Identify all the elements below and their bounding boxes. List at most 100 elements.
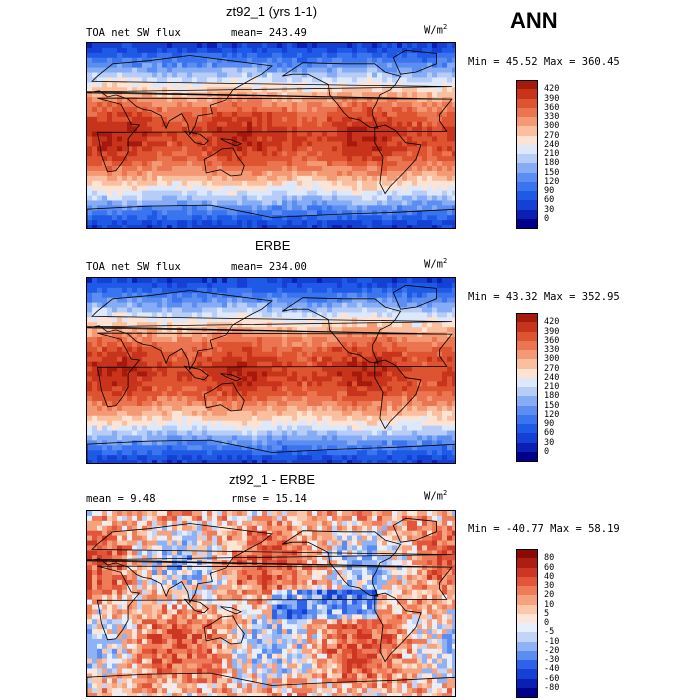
map-cell: [207, 391, 213, 397]
map-cell: [352, 341, 358, 348]
map-cell: [107, 292, 113, 299]
map-cell: [167, 356, 173, 363]
map-cell: [232, 381, 238, 387]
map-cell: [437, 278, 443, 284]
map-cell: [302, 287, 308, 294]
map-cell: [232, 57, 238, 64]
map-cell: [367, 185, 373, 192]
map-cell: [152, 337, 158, 343]
map-cell: [182, 278, 188, 284]
map-cell: [422, 401, 428, 407]
map-cell: [107, 346, 113, 353]
map-cell: [152, 210, 158, 216]
map-cell: [422, 215, 428, 221]
map-cell: [312, 72, 318, 79]
map-cell: [182, 67, 188, 74]
map-cell: [367, 43, 373, 49]
map-cell: [152, 52, 158, 59]
map-cell: [142, 312, 148, 318]
map-cell: [447, 210, 453, 216]
map-cell: [357, 77, 363, 83]
map-cell: [452, 341, 455, 348]
map-cell: [112, 215, 118, 221]
map-cell: [287, 225, 293, 228]
map-cell: [357, 87, 363, 93]
map-cell: [167, 210, 173, 216]
map-cell: [277, 297, 283, 304]
map-cell: [127, 307, 133, 314]
map-cell: [252, 43, 258, 49]
map-cell: [207, 82, 213, 88]
map-cell: [432, 410, 438, 417]
map-cell: [242, 111, 248, 118]
map-cell: [222, 126, 228, 133]
map-cell: [412, 215, 418, 221]
map-cell: [207, 282, 213, 289]
map-cell: [442, 351, 448, 358]
map-cell: [122, 185, 128, 192]
map-cell: [122, 287, 128, 294]
map-cell: [377, 126, 383, 133]
map-cell: [337, 302, 343, 309]
map-cell: [242, 346, 248, 353]
map-cell: [132, 170, 138, 177]
map-cell: [377, 131, 383, 138]
map-cell: [162, 161, 168, 167]
map-cell: [427, 366, 433, 373]
map-cell: [117, 376, 123, 382]
map-cell: [317, 386, 323, 392]
map-cell: [207, 47, 213, 54]
map-cell: [157, 282, 163, 289]
map-cell: [152, 97, 158, 103]
map-cell: [432, 121, 438, 128]
map-cell: [257, 415, 263, 422]
map-cell: [357, 195, 363, 202]
map-cell: [407, 351, 413, 358]
map-cell: [342, 47, 348, 54]
map-cell: [452, 312, 455, 318]
map-cell: [407, 190, 413, 197]
map-cell: [177, 190, 183, 197]
map-cell: [182, 62, 188, 69]
map-cell: [182, 366, 188, 373]
map-cell: [372, 307, 378, 314]
map-cell: [297, 136, 303, 143]
map-cell: [347, 170, 353, 177]
map-cell: [157, 146, 163, 152]
map-cell: [87, 376, 93, 382]
map-cell: [197, 391, 203, 397]
map-cell: [407, 327, 413, 333]
map-cell: [277, 312, 283, 318]
map-cell: [207, 67, 213, 74]
map-cell: [437, 371, 443, 378]
map-cell: [207, 307, 213, 314]
map-cell: [437, 62, 443, 69]
map-cell: [397, 297, 403, 304]
map-cell: [282, 156, 288, 162]
map-cell: [152, 111, 158, 118]
map-cell: [277, 161, 283, 167]
map-cell: [87, 366, 93, 373]
map-cell: [322, 131, 328, 138]
map-cell: [412, 317, 418, 323]
map-cell: [272, 102, 278, 108]
map-cell: [382, 166, 388, 172]
map-cell: [387, 190, 393, 197]
map-cell: [452, 210, 455, 216]
map-cell: [222, 386, 228, 392]
map-cell: [117, 43, 123, 49]
map-cell: [207, 121, 213, 128]
map-cell: [447, 302, 453, 309]
map-cell: [252, 131, 258, 138]
map-cell: [162, 92, 168, 98]
map-cell: [137, 361, 143, 368]
map-cell: [132, 136, 138, 143]
map-cell: [202, 195, 208, 202]
map-cell: [342, 327, 348, 333]
map-cell: [357, 312, 363, 318]
map-cell: [432, 161, 438, 167]
map-cell: [217, 52, 223, 59]
map-cell: [437, 225, 443, 228]
map-cell: [187, 205, 193, 211]
map-cell: [167, 337, 173, 343]
